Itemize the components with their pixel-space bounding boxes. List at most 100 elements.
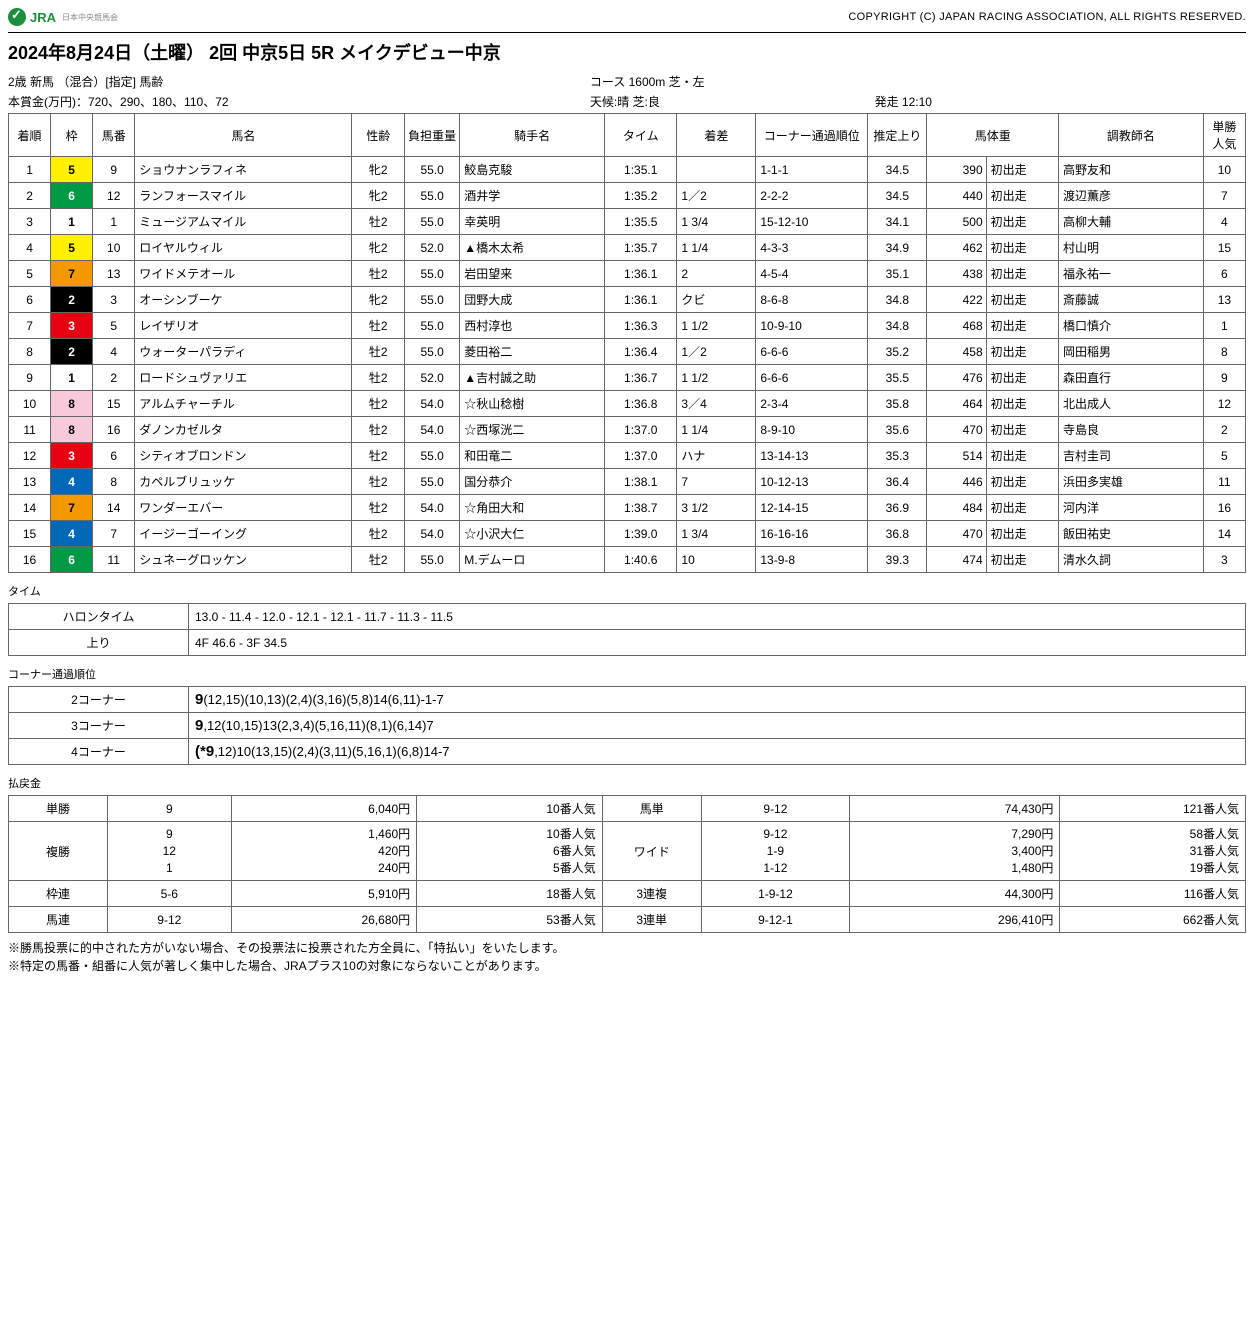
table-cell: 14 xyxy=(9,495,51,521)
table-cell: ロイヤルウィル xyxy=(135,235,352,261)
table-cell: 初出走 xyxy=(986,183,1058,209)
table-cell: 10 xyxy=(9,391,51,417)
table-cell: 橋口慎介 xyxy=(1059,313,1204,339)
table-cell: 吉村圭司 xyxy=(1059,443,1204,469)
table-cell: 1:35.2 xyxy=(605,183,677,209)
table-cell: 5 xyxy=(9,261,51,287)
table-cell: 54.0 xyxy=(405,495,460,521)
table-cell: 1 xyxy=(1203,313,1245,339)
table-cell: ▲橋木太希 xyxy=(460,235,605,261)
table-cell: 35.6 xyxy=(868,417,927,443)
table-cell: 35.2 xyxy=(868,339,927,365)
table-cell: 浜田多実雄 xyxy=(1059,469,1204,495)
table-cell: 清水久詞 xyxy=(1059,547,1204,573)
table-cell: 1:35.7 xyxy=(605,235,677,261)
payout-cell: 121番人気 xyxy=(1060,796,1246,822)
table-cell: 牡2 xyxy=(352,391,405,417)
table-cell: 15 xyxy=(1203,235,1245,261)
table-cell: 初出走 xyxy=(986,417,1058,443)
table-cell: 55.0 xyxy=(405,313,460,339)
table-cell: 牡2 xyxy=(352,547,405,573)
race-start: 発走 12:10 xyxy=(875,93,1246,110)
corner-table: 2コーナー9(12,15)(10,13)(2,4)(3,16)(5,8)14(6… xyxy=(8,686,1246,765)
table-cell: 476 xyxy=(927,365,986,391)
table-cell: 初出走 xyxy=(986,157,1058,183)
footnote-2: ※特定の馬番・組番に人気が著しく集中した場合、JRAプラス10の対象にならないこ… xyxy=(8,957,1246,975)
table-cell: 初出走 xyxy=(986,209,1058,235)
table-row: 10815アルムチャーチル牡254.0☆秋山稔樹1:36.83／42-3-435… xyxy=(9,391,1246,417)
results-header-row: 着順枠馬番馬名性齢負担重量騎手名タイム着差コーナー通過順位推定上り馬体重調教師名… xyxy=(9,114,1246,157)
race-prize: 本賞金(万円)：720、290、180、110、72 xyxy=(8,93,590,110)
table-cell: 1:36.8 xyxy=(605,391,677,417)
payout-cell: 53番人気 xyxy=(417,907,603,933)
col-header: 着順 xyxy=(9,114,51,157)
table-cell: 2 xyxy=(9,183,51,209)
table-cell: 1 1/4 xyxy=(677,417,756,443)
table-cell: 2 xyxy=(93,365,135,391)
table-cell: ☆角田大和 xyxy=(460,495,605,521)
payout-cell: 58番人気31番人気19番人気 xyxy=(1060,822,1246,881)
table-cell: 39.3 xyxy=(868,547,927,573)
table-cell: 11 xyxy=(9,417,51,443)
table-cell: 55.0 xyxy=(405,157,460,183)
table-cell: 初出走 xyxy=(986,547,1058,573)
table-cell: 55.0 xyxy=(405,261,460,287)
table-cell: 10-9-10 xyxy=(756,313,868,339)
payout-cell: 9121 xyxy=(107,822,231,881)
table-cell: 12 xyxy=(93,183,135,209)
table-cell: レイザリオ xyxy=(135,313,352,339)
payout-cell: 9-12 xyxy=(107,907,231,933)
table-cell: 5 xyxy=(93,313,135,339)
table-cell: 3 xyxy=(1203,547,1245,573)
table-cell: 8 xyxy=(9,339,51,365)
corner-row-value: (*9,12)10(13,15)(2,4)(3,11)(5,16,1)(6,8)… xyxy=(189,739,1246,765)
table-cell: ▲吉村誠之助 xyxy=(460,365,605,391)
payout-cell: 10番人気 xyxy=(417,796,603,822)
table-cell: 16 xyxy=(1203,495,1245,521)
table-cell: 国分恭介 xyxy=(460,469,605,495)
payout-row: 単勝96,040円10番人気馬単9-1274,430円121番人気 xyxy=(9,796,1246,822)
col-header: 性齢 xyxy=(352,114,405,157)
table-cell: ウォーターパラディ xyxy=(135,339,352,365)
table-cell: 6 xyxy=(51,547,93,573)
col-header: 負担重量 xyxy=(405,114,460,157)
table-cell: 7 xyxy=(9,313,51,339)
payout-cell: 74,430円 xyxy=(850,796,1060,822)
table-cell: 10 xyxy=(93,235,135,261)
table-cell: ☆秋山稔樹 xyxy=(460,391,605,417)
payout-cell: 9-121-91-12 xyxy=(701,822,849,881)
table-cell: アルムチャーチル xyxy=(135,391,352,417)
table-cell: 6 xyxy=(1203,261,1245,287)
table-cell: 8 xyxy=(51,417,93,443)
table-cell: 1:38.1 xyxy=(605,469,677,495)
table-cell: シティオブロンドン xyxy=(135,443,352,469)
table-cell: 4 xyxy=(93,339,135,365)
table-cell: 1 3/4 xyxy=(677,209,756,235)
table-cell: 岩田望来 xyxy=(460,261,605,287)
table-cell: 高柳大輔 xyxy=(1059,209,1204,235)
table-cell: 1:38.7 xyxy=(605,495,677,521)
table-cell: 河内洋 xyxy=(1059,495,1204,521)
table-cell: 422 xyxy=(927,287,986,313)
table-cell: 15 xyxy=(93,391,135,417)
table-cell: 13-14-13 xyxy=(756,443,868,469)
table-cell: 13-9-8 xyxy=(756,547,868,573)
table-cell: 11 xyxy=(93,547,135,573)
race-meta-row-2: 本賞金(万円)：720、290、180、110、72 天候:晴 芝:良 発走 1… xyxy=(8,93,1246,110)
table-cell: 牡2 xyxy=(352,495,405,521)
table-cell: 4 xyxy=(9,235,51,261)
table-cell: 1 xyxy=(51,365,93,391)
table-cell: 16-16-16 xyxy=(756,521,868,547)
payout-table: 単勝96,040円10番人気馬単9-1274,430円121番人気複勝91211… xyxy=(8,795,1246,933)
table-cell: ハナ xyxy=(677,443,756,469)
table-cell: ワイドメテオール xyxy=(135,261,352,287)
table-cell: 初出走 xyxy=(986,261,1058,287)
table-cell: 10 xyxy=(1203,157,1245,183)
table-cell: 1:36.4 xyxy=(605,339,677,365)
table-cell: ミュージアムマイル xyxy=(135,209,352,235)
table-cell: 15-12-10 xyxy=(756,209,868,235)
table-cell: 4 xyxy=(51,521,93,547)
table-cell: 寺島良 xyxy=(1059,417,1204,443)
table-cell: 2-2-2 xyxy=(756,183,868,209)
table-cell: 34.9 xyxy=(868,235,927,261)
